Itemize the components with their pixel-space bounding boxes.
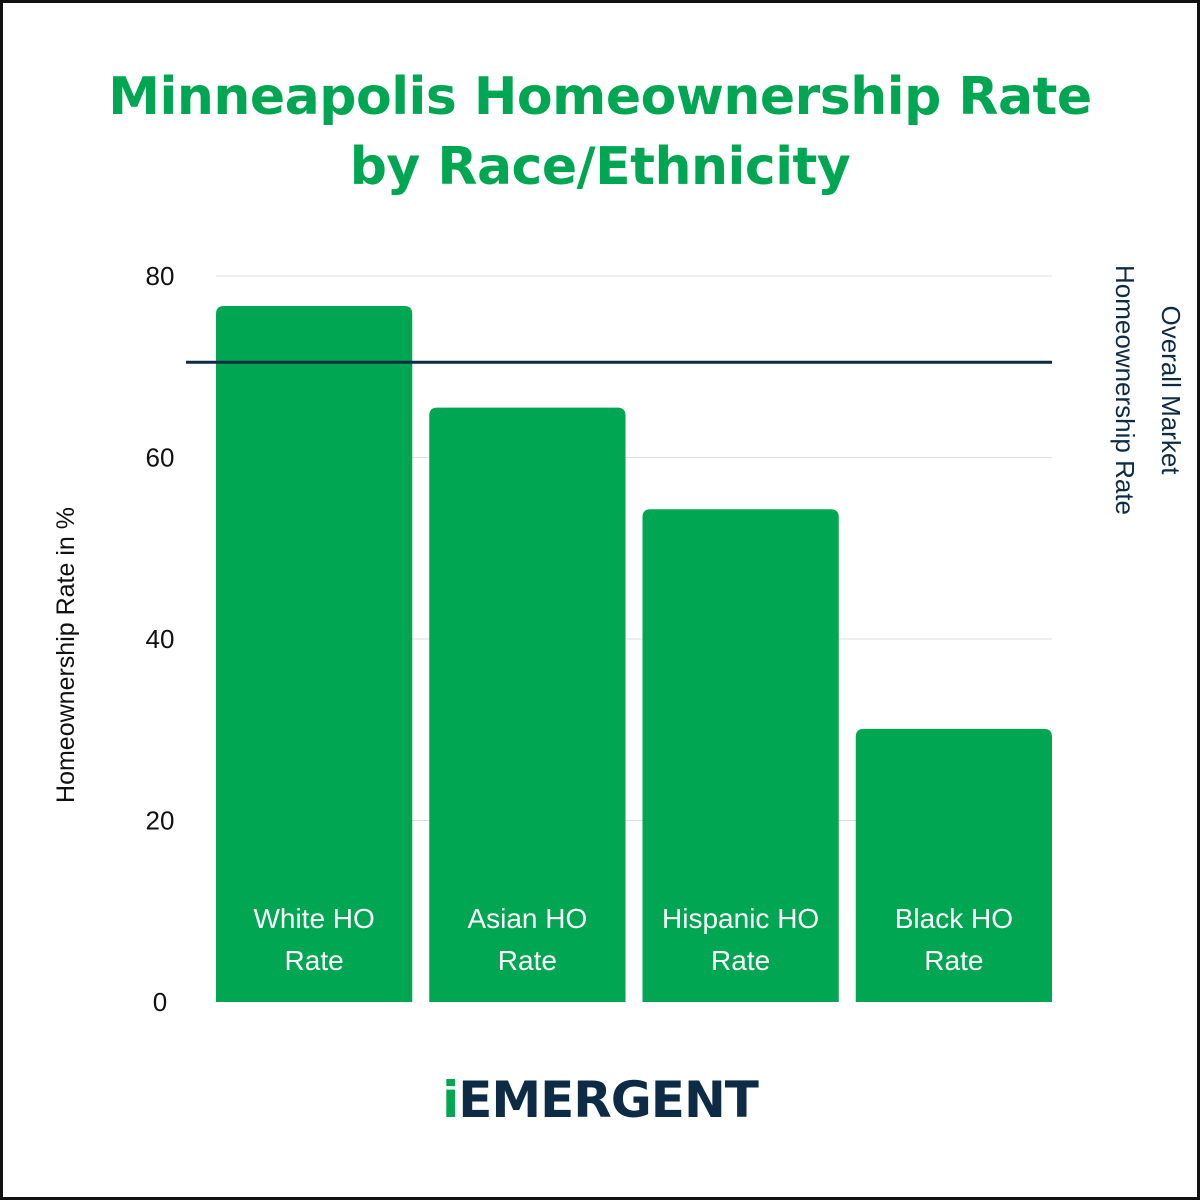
category-label: Asian HO Rate	[467, 903, 587, 976]
bar	[855, 728, 1052, 1002]
bar	[429, 407, 626, 1002]
overall-market-label-line: Overall Market	[1156, 305, 1186, 475]
chart-title: Minneapolis Homeownership Rate by Race/E…	[108, 67, 1092, 197]
category-label-line: Rate	[711, 945, 770, 976]
bar	[216, 305, 413, 1002]
bar	[642, 509, 839, 1002]
logo-i: i	[442, 1071, 459, 1129]
overall-market-label-line: Homeownership Rate	[1110, 265, 1140, 515]
category-label-line: Rate	[498, 945, 557, 976]
category-label-line: Rate	[285, 945, 344, 976]
category-label-line: Asian HO	[467, 903, 587, 934]
category-label-line: Black HO	[895, 903, 1013, 934]
y-tick-label: 20	[146, 806, 175, 836]
y-tick-label: 80	[146, 261, 175, 291]
overall-market-label: Overall Market Homeownership Rate	[1110, 265, 1186, 515]
y-tick-label: 40	[146, 624, 175, 654]
logo-wordmark: EMERGENT	[458, 1071, 759, 1129]
category-label: Hispanic HO Rate	[662, 903, 819, 976]
y-tick-label: 60	[146, 443, 175, 473]
y-axis-title: Homeownership Rate in %	[52, 507, 80, 803]
y-tick-label: 0	[153, 987, 167, 1017]
iemergent-logo: iEMERGENT	[0, 1070, 1200, 1130]
category-label-line: Rate	[924, 945, 983, 976]
category-label: White HO Rate	[253, 903, 374, 976]
category-label-line: Hispanic HO	[662, 903, 819, 934]
category-label: Black HO Rate	[895, 903, 1013, 976]
category-label-line: White HO	[253, 903, 374, 934]
